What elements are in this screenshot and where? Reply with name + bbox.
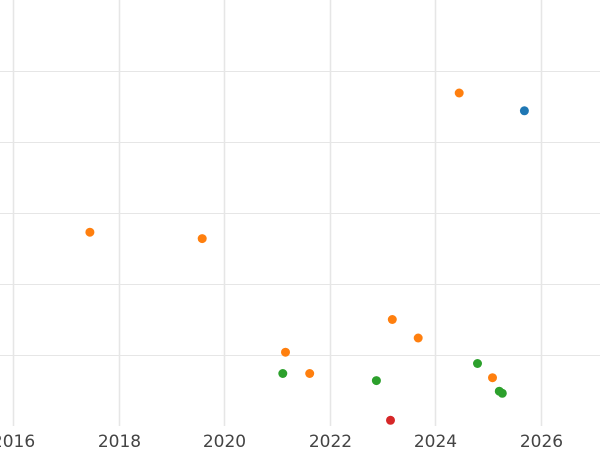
x-tick-label-2022: 2022 [309,432,352,450]
data-point-series-2-0 [278,369,288,378]
data-point-series-0-7 [488,373,497,383]
x-tick-label-2018: 2018 [98,432,141,450]
x-tick-label-2024: 2024 [414,432,457,450]
data-point-series-2-2 [473,359,482,368]
data-point-series-0-0 [85,227,95,237]
x-tick-label-2026: 2026 [520,432,563,450]
data-point-series-0-6 [454,88,464,98]
data-points [85,88,529,425]
x-tick-label-2020: 2020 [203,432,246,450]
data-point-series-0-1 [197,234,207,244]
grid [0,0,600,426]
data-point-series-2-1 [371,376,381,386]
data-point-series-0-5 [413,333,423,343]
data-point-series-0-2 [281,347,290,357]
x-axis-tick-labels: 2016 2018 2020 2022 2024 2026 [0,432,563,450]
data-point-series-0-4 [387,315,397,324]
data-point-series-3-0 [386,415,395,425]
data-point-series-2-4 [497,388,507,398]
data-point-series-1-0 [519,106,529,116]
data-point-series-0-3 [305,369,315,378]
x-tick-label-2016: 2016 [0,432,35,450]
